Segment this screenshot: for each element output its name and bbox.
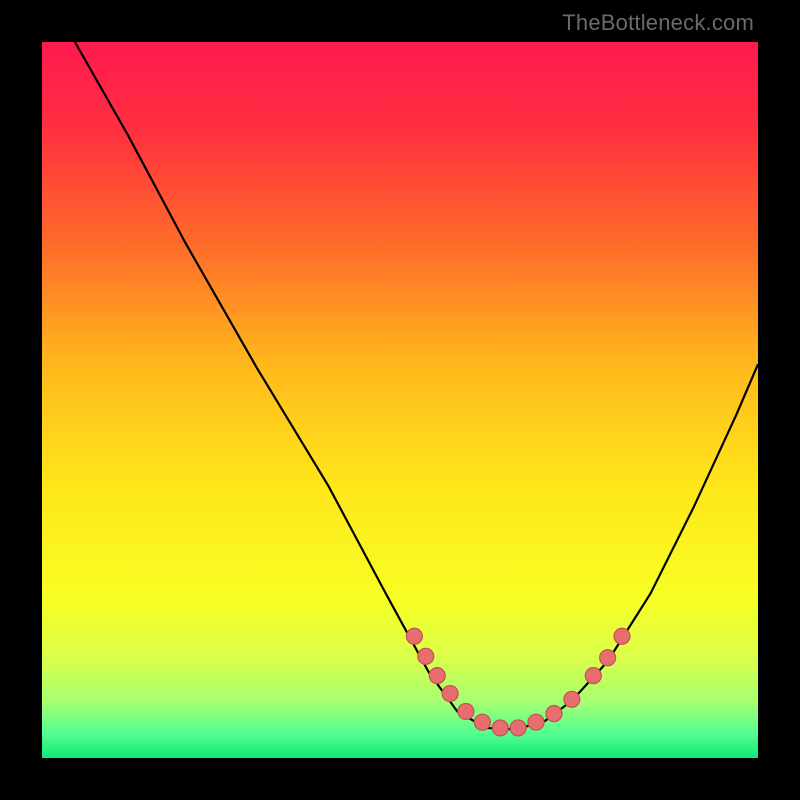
marker-dot	[564, 691, 580, 707]
marker-dot	[492, 720, 508, 736]
marker-dot	[546, 706, 562, 722]
marker-dot	[406, 628, 422, 644]
marker-dot	[418, 648, 434, 664]
marker-dot	[442, 686, 458, 702]
chart-frame: TheBottleneck.com	[0, 0, 800, 800]
gradient-background	[42, 42, 758, 758]
plot-svg	[42, 42, 758, 758]
marker-dot	[600, 650, 616, 666]
marker-dot	[528, 714, 544, 730]
marker-dot	[614, 628, 630, 644]
marker-dot	[458, 703, 474, 719]
plot-area	[42, 42, 758, 758]
marker-dot	[510, 720, 526, 736]
watermark-text: TheBottleneck.com	[562, 10, 754, 36]
marker-dot	[474, 714, 490, 730]
marker-dot	[429, 668, 445, 684]
marker-dot	[585, 668, 601, 684]
